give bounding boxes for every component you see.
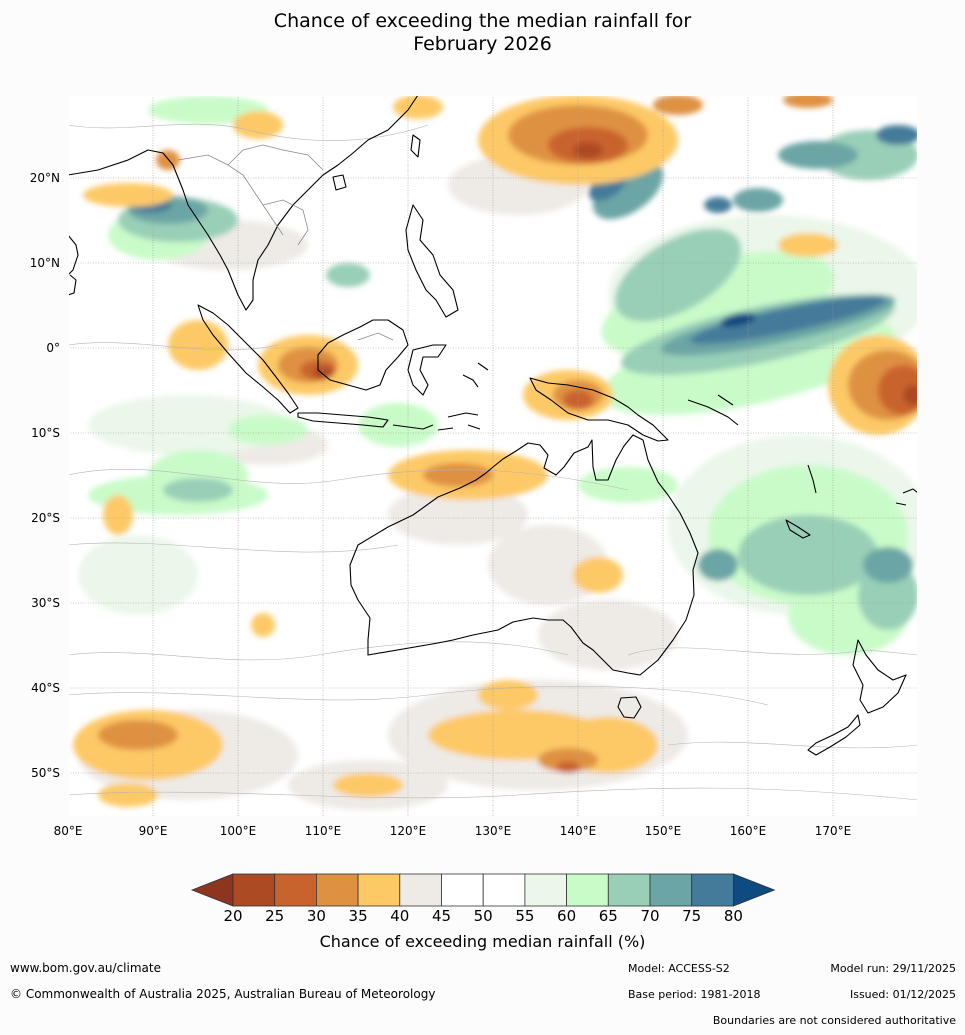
colorbar-cell <box>607 873 651 907</box>
australia-coast <box>349 434 699 676</box>
sulawesi-coast <box>407 344 447 396</box>
colorbar-tick-label: 60 <box>557 907 577 925</box>
lat-label-10s: 10°S <box>31 426 60 440</box>
colorbar-tick-label: 65 <box>598 907 618 925</box>
colorbar-cell <box>232 873 276 907</box>
base-period-text: Base period: 1981-2018 <box>628 988 761 1001</box>
lat-label-0: 0° <box>46 341 60 355</box>
title-line-2: February 2026 <box>413 33 552 55</box>
lon-label-130e: 130°E <box>474 824 512 838</box>
colorbar-cell <box>316 873 359 907</box>
fiji-coast <box>895 488 918 506</box>
colorbar-cell <box>482 873 526 907</box>
colorbar-tick-label: 75 <box>682 907 702 925</box>
colorbar-tick-label: 80 <box>723 907 743 925</box>
lat-label-20n: 20°N <box>29 171 60 185</box>
lat-label-20s: 20°S <box>31 511 60 525</box>
asia-mainland-coast <box>68 95 419 311</box>
colorbar-tick-label: 35 <box>348 907 368 925</box>
borneo-coast <box>317 319 409 391</box>
hainan-coast <box>332 174 347 191</box>
contour-lines <box>68 123 918 801</box>
lat-label-50s: 50°S <box>31 766 60 780</box>
india-coast <box>68 234 79 276</box>
sumatra-coast <box>197 304 299 414</box>
issued-text: Issued: 01/12/2025 <box>849 988 956 1001</box>
map-svg <box>68 95 918 817</box>
colorbar-tick-label: 55 <box>515 907 535 925</box>
colorbar-tick-label: 70 <box>640 907 660 925</box>
map-title: Chance of exceeding the median rainfall … <box>0 10 965 56</box>
new-zealand-south-coast <box>807 714 861 756</box>
colorbar-cell <box>524 873 567 907</box>
timor-coast <box>447 412 479 418</box>
colorbar-tick-label: 45 <box>431 907 452 925</box>
colorbar-cell <box>274 873 317 907</box>
colorbar-cell <box>399 873 442 907</box>
java-coast <box>297 412 389 428</box>
vanuatu-coast <box>807 464 817 494</box>
model-run-text: Model run: 29/11/2025 <box>830 962 956 975</box>
new-zealand-north-coast <box>852 639 907 714</box>
colorbar-under-arrow <box>190 873 234 907</box>
title-line-1: Chance of exceeding the median rainfall … <box>273 10 692 32</box>
gridlines <box>68 95 918 817</box>
lon-label-90e: 90°E <box>138 824 168 838</box>
moluccas-coast <box>462 362 489 388</box>
philippines-coast <box>405 204 459 318</box>
colorbar <box>190 873 776 907</box>
lon-label-110e: 110°E <box>304 824 342 838</box>
tasmania-coast <box>617 696 642 719</box>
map-frame <box>68 95 918 817</box>
lesser-sunda-coast <box>392 424 481 431</box>
lat-label-40s: 40°S <box>31 681 60 695</box>
new-caledonia-coast <box>785 519 811 539</box>
lon-label-150e: 150°E <box>644 824 682 838</box>
colorbar-tick-label: 40 <box>390 907 410 925</box>
colorbar-tick-label: 20 <box>223 907 243 925</box>
colorbar-tick-label: 25 <box>265 907 285 925</box>
new-guinea-coast <box>529 377 669 442</box>
colorbar-over-arrow <box>733 873 776 907</box>
taiwan-coast <box>410 134 421 158</box>
colorbar-label: Chance of exceeding median rainfall (%) <box>319 932 646 951</box>
colorbar-cell <box>441 873 484 907</box>
lon-label-80e: 80°E <box>53 824 83 838</box>
colorbar-cell <box>566 873 609 907</box>
lon-label-120e: 120°E <box>389 824 427 838</box>
disclaimer-text: Boundaries are not considered authoritat… <box>712 1014 956 1027</box>
lon-label-160e: 160°E <box>729 824 767 838</box>
website-text: www.bom.gov.au/climate <box>10 961 161 975</box>
lon-label-100e: 100°E <box>219 824 257 838</box>
colorbar-tick-label: 50 <box>473 907 493 925</box>
colorbar-cell <box>649 873 693 907</box>
colorbar-cell <box>691 873 734 907</box>
sri-lanka-coast <box>68 274 77 296</box>
lon-label-170e: 170°E <box>814 824 852 838</box>
model-text: Model: ACCESS-S2 <box>628 962 730 975</box>
copyright-text: © Commonwealth of Australia 2025, Austra… <box>10 987 436 1001</box>
rainfall-map <box>68 95 918 817</box>
solomon-islands-coast <box>687 394 739 426</box>
lon-label-140e: 140°E <box>559 824 597 838</box>
lat-label-10n: 10°N <box>29 256 60 270</box>
colorbar-cell <box>357 873 401 907</box>
colorbar-tick-label: 30 <box>306 907 326 925</box>
coastlines <box>68 95 918 756</box>
lat-label-30s: 30°S <box>31 596 60 610</box>
country-borders <box>177 144 394 341</box>
